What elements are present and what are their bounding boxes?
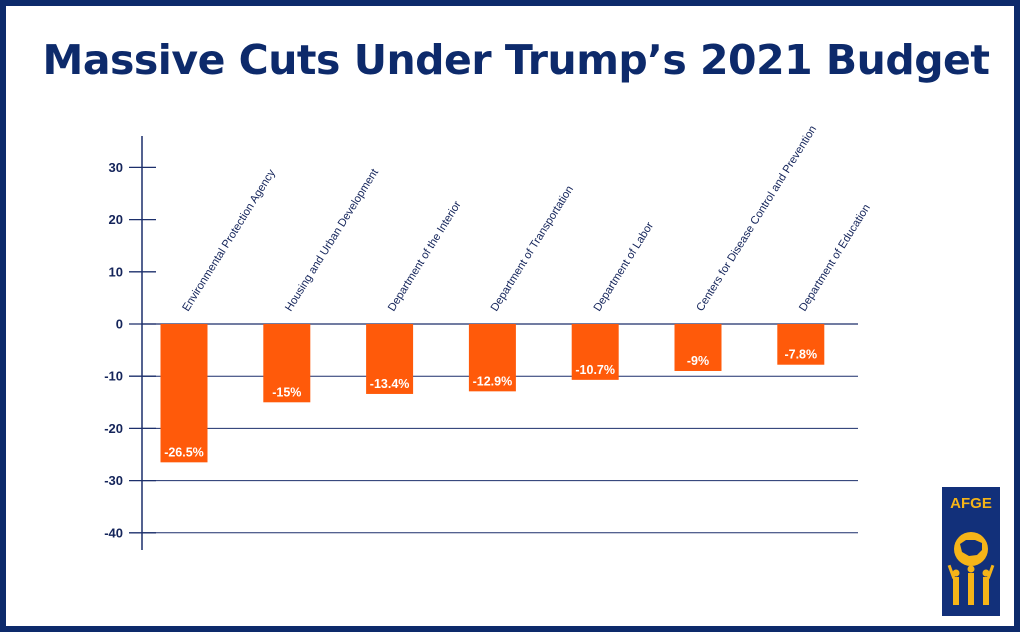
y-tick-label: -20 <box>104 421 123 436</box>
y-tick-label: -40 <box>104 525 123 540</box>
bar <box>468 324 516 392</box>
category-label: Environmental Protection Agency <box>180 167 278 313</box>
bar-data-label: -9% <box>687 354 709 368</box>
y-tick-label: 10 <box>109 264 123 279</box>
bar <box>674 324 722 371</box>
category-label: Housing and Urban Development <box>283 166 381 313</box>
bar <box>160 324 208 463</box>
bar-data-label: -12.9% <box>473 374 513 388</box>
bar-data-label: -13.4% <box>370 377 410 391</box>
y-tick-label: -10 <box>104 369 123 384</box>
afge-logo: AFGE <box>942 487 1000 616</box>
category-label: Department of Transportation <box>489 184 576 314</box>
y-tick-label: -30 <box>104 473 123 488</box>
category-label: Centers for Disease Control and Preventi… <box>694 124 819 314</box>
y-tick-label: 0 <box>116 317 123 332</box>
bar-data-label: -15% <box>272 385 301 399</box>
y-tick-label: 30 <box>109 160 123 175</box>
bar-data-label: -10.7% <box>575 363 615 377</box>
bar <box>777 324 825 365</box>
chart-title: Massive Cuts Under Trump’s 2021 Budget <box>42 36 990 84</box>
category-label: Department of Education <box>797 202 873 313</box>
bar-chart: 30 20 10 0 -10 -20 -30 -40 -26.5% Environmental P… <box>104 124 873 550</box>
y-tick-label: 20 <box>109 212 123 227</box>
logo-text: AFGE <box>950 495 992 512</box>
bar-data-label: -26.5% <box>164 445 204 459</box>
union-emblem-icon <box>947 532 995 605</box>
bar-data-label: -7.8% <box>784 348 817 362</box>
category-label: Department of Labor <box>592 220 657 314</box>
bar <box>366 324 414 394</box>
bar <box>263 324 311 403</box>
bar <box>571 324 619 380</box>
category-label: Department of the Interior <box>386 199 464 314</box>
